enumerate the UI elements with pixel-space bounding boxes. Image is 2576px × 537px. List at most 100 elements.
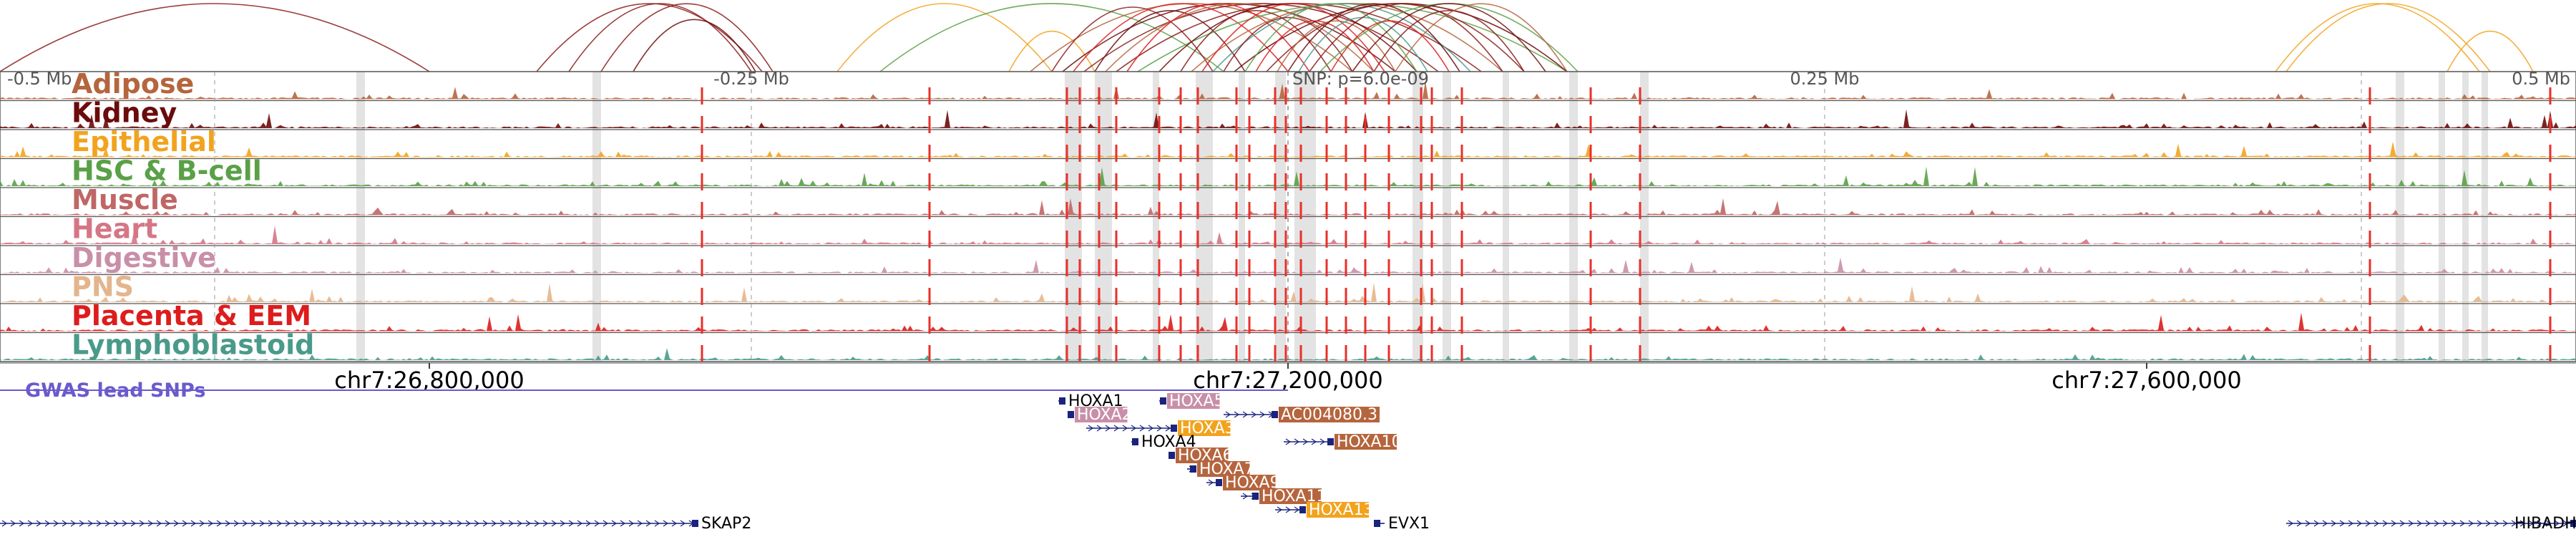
gene-label: HOXA2 bbox=[1077, 406, 1132, 424]
strand-chevron bbox=[620, 520, 626, 527]
strand-chevron bbox=[2322, 520, 2328, 527]
strand-chevron bbox=[671, 520, 678, 527]
strand-chevron bbox=[328, 520, 334, 527]
strand-chevron bbox=[79, 520, 85, 527]
coordinate-axis: chr7:26,800,000 chr7:27,200,000 chr7:27,60… bbox=[0, 362, 2576, 394]
loop-arc bbox=[1201, 3, 1385, 72]
strand-chevron bbox=[1208, 479, 1214, 486]
loop-arc bbox=[2275, 3, 2480, 72]
strand-chevron bbox=[602, 520, 609, 527]
strand-chevron bbox=[645, 520, 652, 527]
strand-chevron bbox=[10, 520, 16, 527]
strand-chevron bbox=[422, 520, 429, 527]
track-label: Epithelial bbox=[72, 126, 216, 158]
strand-chevron bbox=[396, 520, 403, 527]
strand-chevron bbox=[182, 520, 188, 527]
strand-chevron bbox=[431, 520, 437, 527]
strand-chevron bbox=[156, 520, 162, 527]
strand-chevron bbox=[560, 520, 566, 527]
strand-chevron bbox=[1294, 506, 1300, 513]
exon-block bbox=[1216, 479, 1222, 486]
strand-chevron bbox=[122, 520, 128, 527]
track-label: Lymphoblastoid bbox=[72, 329, 314, 361]
gene-label-bg bbox=[1335, 434, 1397, 450]
track-label: Muscle bbox=[72, 184, 178, 216]
strand-chevron bbox=[1105, 425, 1111, 432]
loop-arc bbox=[1395, 3, 1568, 72]
strand-chevron bbox=[534, 520, 540, 527]
strand-chevron bbox=[1139, 425, 1146, 432]
strand-chevron bbox=[242, 520, 248, 527]
exon-block bbox=[1169, 452, 1175, 459]
strand-chevron bbox=[457, 520, 463, 527]
coord-tick-label: chr7:26,800,000 bbox=[334, 367, 524, 394]
strand-chevron bbox=[2519, 520, 2526, 527]
strand-chevron bbox=[1, 520, 8, 527]
strand-chevron bbox=[654, 520, 660, 527]
strand-chevron bbox=[1122, 425, 1128, 432]
strand-chevron bbox=[233, 520, 240, 527]
strand-chevron bbox=[594, 520, 600, 527]
track-label: PNS bbox=[72, 271, 134, 303]
strand-chevron bbox=[2502, 520, 2509, 527]
loop-arc bbox=[1126, 3, 1310, 72]
strand-chevron bbox=[1285, 506, 1292, 513]
strand-chevron bbox=[216, 520, 223, 527]
strand-chevron bbox=[2477, 520, 2483, 527]
strand-chevron bbox=[285, 520, 291, 527]
strand-chevron bbox=[585, 520, 592, 527]
strand-chevron bbox=[165, 520, 171, 527]
strand-chevron bbox=[2399, 520, 2406, 527]
scale-label: -0.5 Mb bbox=[7, 69, 72, 89]
chromatin-loops bbox=[0, 3, 2534, 72]
strand-chevron bbox=[439, 520, 446, 527]
strand-chevron bbox=[113, 520, 119, 527]
strand-chevron bbox=[2391, 520, 2397, 527]
strand-chevron bbox=[517, 520, 523, 527]
strand-chevron bbox=[482, 520, 489, 527]
strand-chevron bbox=[491, 520, 497, 527]
strand-chevron bbox=[19, 520, 25, 527]
loop-arc bbox=[0, 3, 430, 72]
loop-arc bbox=[879, 3, 1224, 72]
loop-arc bbox=[2446, 31, 2534, 72]
gene-label-bg bbox=[1307, 502, 1369, 518]
strand-chevron bbox=[2554, 520, 2560, 527]
loop-arc bbox=[1287, 3, 1460, 72]
strand-chevron bbox=[499, 520, 506, 527]
loop-arc bbox=[1330, 20, 1450, 72]
track-label: Heart bbox=[72, 213, 157, 245]
strand-chevron bbox=[1277, 506, 1283, 513]
exon-block bbox=[692, 520, 698, 527]
strand-chevron bbox=[2451, 520, 2457, 527]
strand-chevron bbox=[345, 520, 351, 527]
strand-chevron bbox=[2288, 520, 2294, 527]
loop-arc bbox=[1373, 10, 1525, 72]
track-label: Adipose bbox=[72, 68, 194, 100]
strand-chevron bbox=[225, 520, 231, 527]
strand-chevron bbox=[1165, 425, 1171, 432]
strand-chevron bbox=[268, 520, 274, 527]
strand-chevron bbox=[70, 520, 77, 527]
strand-chevron bbox=[577, 520, 583, 527]
strand-chevron bbox=[208, 520, 214, 527]
strand-chevron bbox=[1251, 411, 1257, 418]
strand-chevron bbox=[2562, 520, 2569, 527]
gwas-track-label: GWAS lead SNPs bbox=[25, 379, 205, 402]
loop-arc bbox=[1212, 3, 1471, 72]
strand-chevron bbox=[1242, 411, 1249, 418]
strand-chevron bbox=[147, 520, 154, 527]
track-label: HSC & B-cell bbox=[72, 155, 262, 187]
center-snp-label: SNP: p=6.0e-09 bbox=[1292, 69, 1429, 89]
strand-chevron bbox=[62, 520, 68, 527]
strand-chevron bbox=[2459, 520, 2466, 527]
strand-chevron bbox=[465, 520, 472, 527]
gene-label-bg bbox=[1167, 393, 1220, 409]
strand-chevron bbox=[2373, 520, 2380, 527]
loop-arc bbox=[1244, 3, 1418, 72]
strand-chevron bbox=[362, 520, 369, 527]
exon-block bbox=[1252, 493, 1259, 500]
strand-chevron bbox=[302, 520, 308, 527]
